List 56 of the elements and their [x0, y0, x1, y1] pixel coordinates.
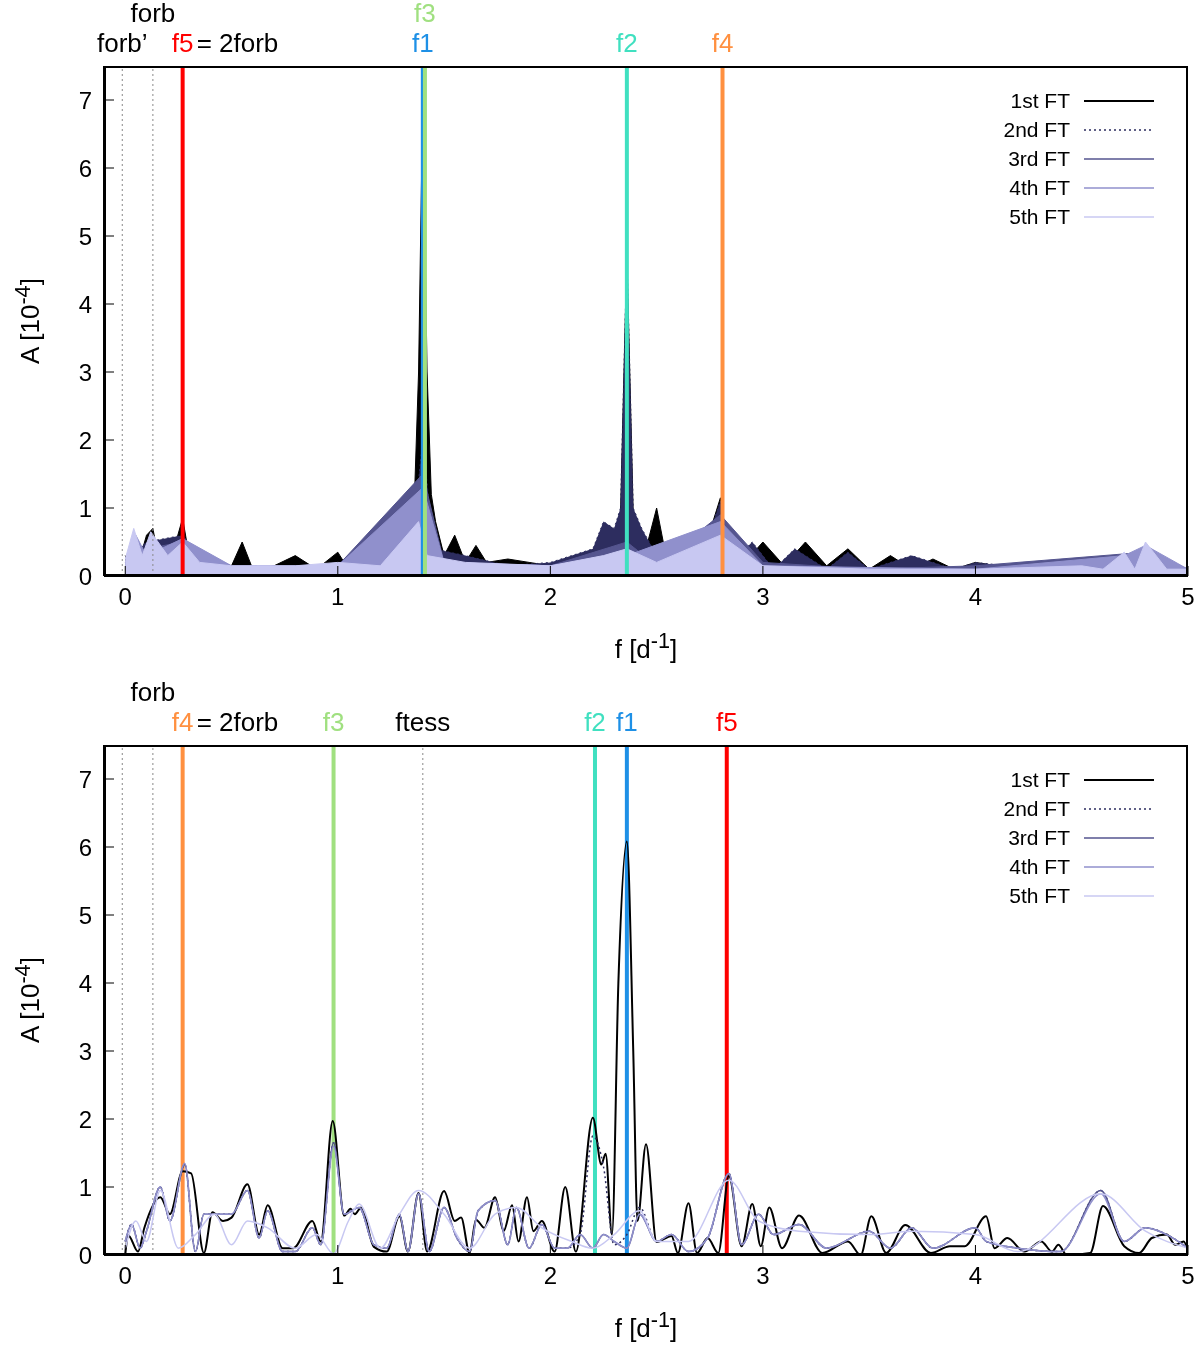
legend-label: 4th FT [1009, 175, 1070, 200]
x-tick-label: 3 [756, 1262, 770, 1290]
ref-line-label: f4 [711, 28, 734, 58]
ref-line-label: f3 [322, 707, 345, 737]
legend-label: 2nd FT [1003, 117, 1070, 142]
x-tick-label: 4 [968, 583, 983, 611]
ref-line-label: forb’ [96, 28, 148, 58]
y-tick-label: 7 [78, 765, 92, 793]
legend-label: 1st FT [1010, 88, 1070, 113]
y-tick-label: 1 [78, 494, 92, 522]
ref-line-label: f1 [616, 707, 638, 737]
y-tick-label: 3 [78, 1037, 92, 1065]
ref-line-label: f5 [715, 707, 738, 737]
y-tick-label: 2 [78, 426, 92, 454]
x-axis-title: f [d$^{-1}$] [614, 628, 678, 665]
legend-label: 5th FT [1009, 883, 1070, 908]
y-tick-label: 4 [78, 290, 92, 318]
legend-label: 4th FT [1009, 854, 1070, 879]
legend-label: 1st FT [1010, 767, 1070, 792]
ref-line-label: ftess [395, 707, 451, 737]
ref-line-label: forb [130, 0, 176, 28]
x-tick-label: 4 [968, 1262, 983, 1290]
text: = 2forb [196, 28, 279, 58]
x-tick-label: 2 [543, 583, 558, 611]
x-tick-label: 3 [756, 583, 770, 611]
ref-line-label: f5 [171, 28, 194, 58]
legend-label: 5th FT [1009, 204, 1070, 229]
y-tick-label: 4 [78, 969, 92, 997]
y-tick-label: 2 [78, 1105, 92, 1133]
x-tick-label: 5 [1181, 583, 1195, 611]
x-tick-label: 2 [543, 1262, 558, 1290]
x-tick-label: 1 [331, 1262, 345, 1290]
ref-line-label: f2 [616, 28, 638, 58]
ref-line-label: forb [130, 677, 176, 707]
x-axis-title: f [d$^{-1}$] [614, 1307, 678, 1344]
y-tick-label: 5 [78, 222, 92, 250]
y-tick-label: 1 [78, 1173, 92, 1201]
ref-line-label: f4 [171, 707, 194, 737]
ref-line-label: f1 [411, 28, 434, 58]
ref-line-label: f2 [584, 707, 606, 737]
y-tick-label: 5 [78, 901, 92, 929]
legend-label: 3rd FT [1008, 146, 1070, 171]
legend-label: 3rd FT [1008, 825, 1070, 850]
legend-label: 2nd FT [1003, 796, 1070, 821]
y-tick-label: 6 [78, 154, 92, 182]
y-tick-label: 6 [78, 833, 92, 861]
y-tick-label: 0 [78, 562, 92, 590]
y-tick-label: 7 [78, 86, 92, 114]
x-tick-label: 0 [118, 583, 132, 611]
x-tick-label: 1 [331, 583, 345, 611]
text: = 2forb [196, 707, 279, 737]
x-tick-label: 0 [118, 1262, 132, 1290]
y-tick-label: 0 [78, 1241, 92, 1269]
ref-line-label: f3 [414, 0, 436, 28]
y-tick-label: 3 [78, 358, 92, 386]
x-tick-label: 5 [1181, 1262, 1195, 1290]
